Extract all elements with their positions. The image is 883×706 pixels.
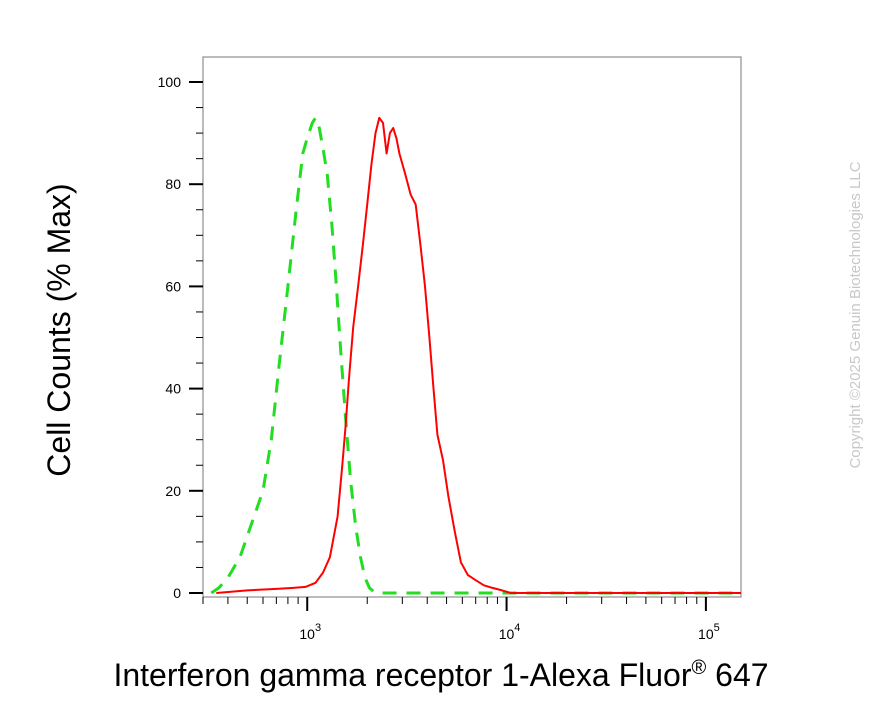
x-axis-title: Interferon gamma receptor 1-Alexa Fluor®… — [113, 657, 768, 693]
x-axis-title-suffix: 647 — [706, 657, 768, 693]
y-axis-title: Cell Counts (% Max) — [41, 183, 77, 476]
y-axis: 0 20 40 60 80 100 — [158, 74, 203, 601]
series-layer — [210, 116, 741, 595]
x-tick-label: 104 — [499, 622, 521, 642]
y-tick-label: 100 — [158, 74, 182, 90]
x-tick-base: 10 — [499, 626, 515, 642]
y-tick-label: 40 — [165, 381, 181, 397]
y-tick-label: 20 — [165, 483, 181, 499]
copyright-watermark: Copyright ©2025 Genuin Biotechnologies L… — [847, 161, 864, 468]
x-tick-exponent: 5 — [714, 622, 720, 634]
plot-frame — [202, 56, 742, 598]
x-tick-exponent: 4 — [514, 622, 520, 634]
x-tick-base: 10 — [299, 626, 315, 642]
x-axis: 103 104 105 — [202, 597, 720, 642]
x-tick-label: 105 — [698, 622, 720, 642]
x-tick-exponent: 3 — [315, 622, 321, 634]
x-tick-label: 103 — [299, 622, 321, 642]
y-tick-label: 0 — [173, 585, 181, 601]
y-tick-label: 80 — [165, 176, 181, 192]
y-tick-label: 60 — [165, 278, 181, 294]
x-axis-title-main: Interferon gamma receptor 1-Alexa Fluor — [113, 657, 691, 693]
control-histogram-line — [210, 116, 741, 595]
x-axis-title-mark: ® — [692, 657, 707, 679]
sample-histogram-line — [216, 116, 741, 594]
x-tick-base: 10 — [698, 626, 714, 642]
